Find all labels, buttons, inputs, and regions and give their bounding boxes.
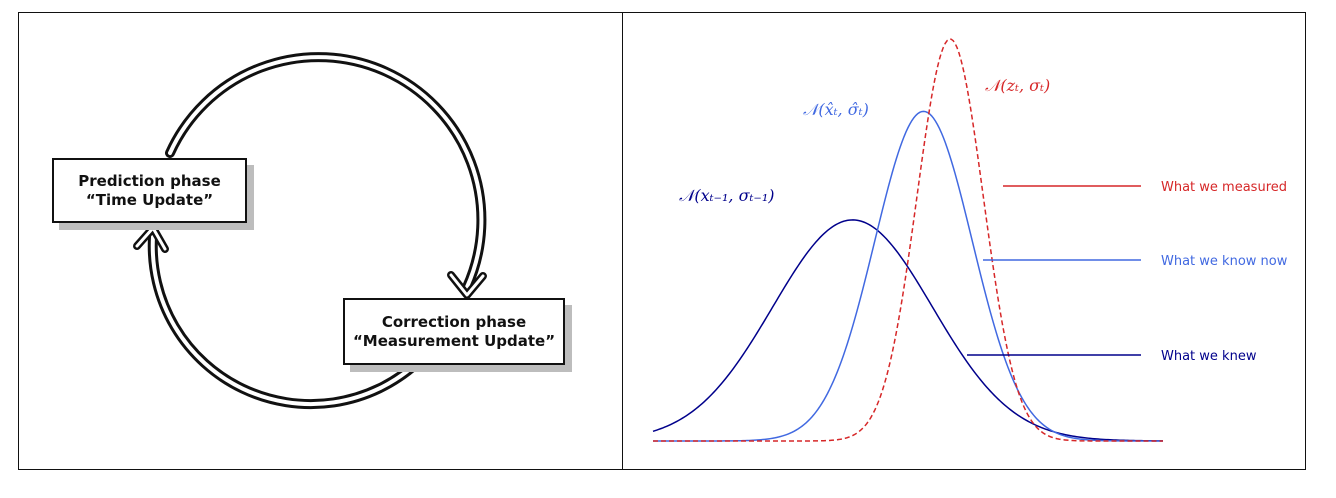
prediction-phase-box: Prediction phase “Time Update” (52, 158, 247, 223)
legend-label-posterior: What we know now (1161, 254, 1288, 269)
cycle-diagram-panel: Prediction phase “Time Update” Correctio… (18, 12, 623, 470)
gaussian-chart: 𝒩(xₜ₋₁, σₜ₋₁) 𝒩(x̂ₜ, σ̂ₜ) 𝒩(zₜ, σₜ) What w… (652, 38, 1288, 442)
series-curve-posterior (653, 110, 1163, 442)
prediction-phase-title: Prediction phase (78, 171, 221, 190)
curve-label-posterior: 𝒩(x̂ₜ, σ̂ₜ) (803, 100, 869, 119)
legend-label-measurement: What we measured (1161, 180, 1287, 195)
curve-label-measurement: 𝒩(zₜ, σₜ) (985, 76, 1050, 95)
prediction-phase-subtitle: “Time Update” (85, 190, 214, 209)
curve-label-prior: 𝒩(xₜ₋₁, σₜ₋₁) (679, 186, 775, 205)
correction-phase-box: Correction phase “Measurement Update” (343, 298, 565, 365)
series-curve-prior (652, 219, 1164, 442)
legend-label-prior: What we knew (1161, 349, 1257, 364)
series-curve-measurement (653, 38, 1163, 442)
gaussian-chart-panel: 𝒩(xₜ₋₁, σₜ₋₁) 𝒩(x̂ₜ, σ̂ₜ) 𝒩(zₜ, σₜ) What w… (622, 12, 1306, 470)
correction-phase-subtitle: “Measurement Update” (352, 331, 556, 350)
cycle-arrows (133, 52, 487, 410)
correction-phase-title: Correction phase (381, 312, 527, 331)
